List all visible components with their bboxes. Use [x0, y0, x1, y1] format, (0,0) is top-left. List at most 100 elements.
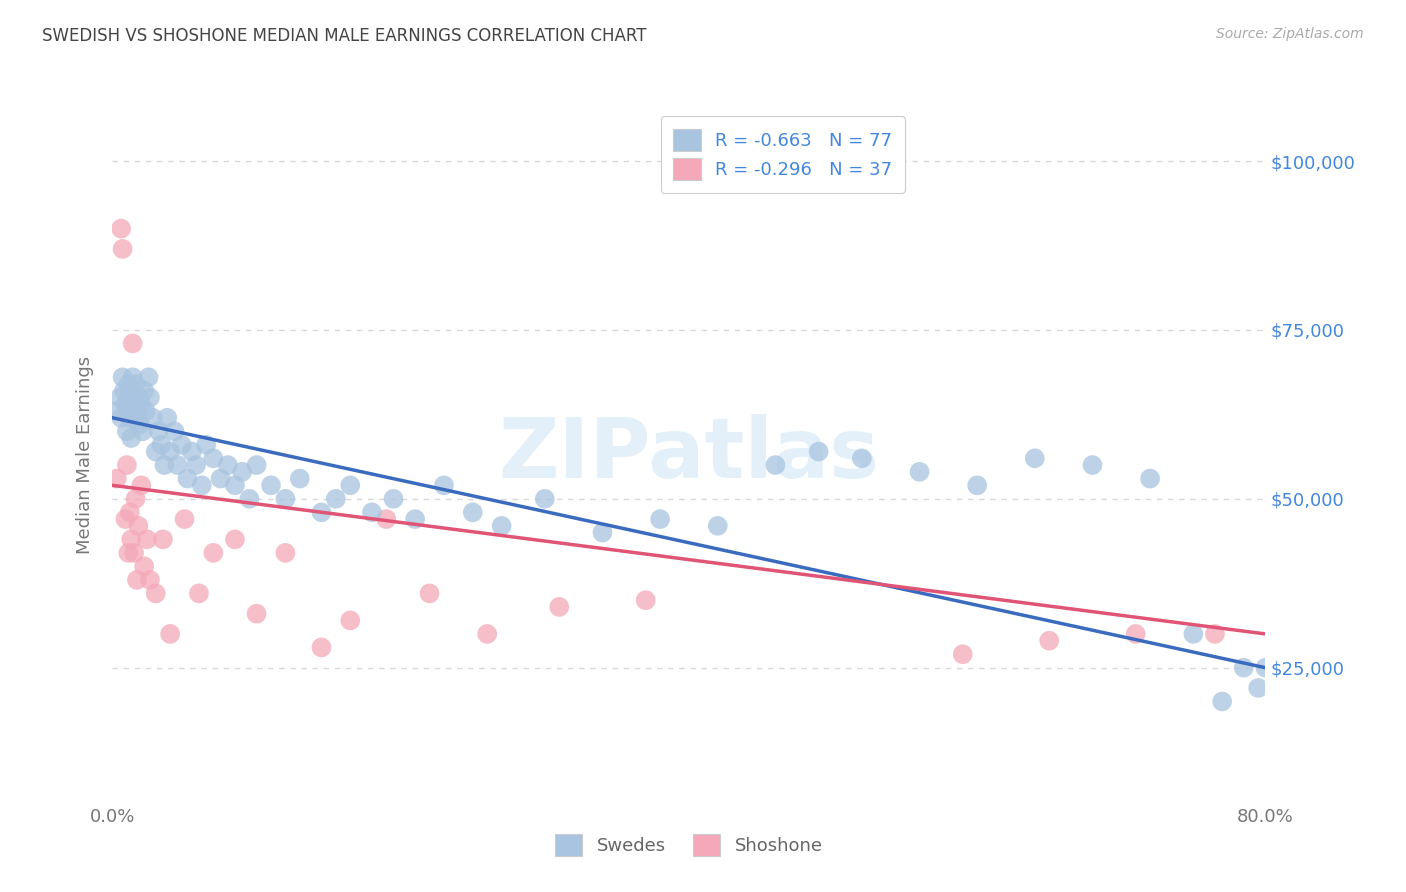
- Point: [111, 370, 134, 384]
- Point: [110, 410, 132, 425]
- Point: [114, 397, 136, 411]
- Point: [120, 384, 142, 398]
- Point: [851, 451, 873, 466]
- Point: [382, 491, 405, 506]
- Point: [1247, 681, 1270, 695]
- Point: [339, 614, 361, 628]
- Point: [1024, 451, 1046, 466]
- Point: [238, 491, 260, 506]
- Point: [360, 505, 382, 519]
- Point: [145, 444, 167, 458]
- Point: [1038, 633, 1060, 648]
- Point: [184, 458, 207, 472]
- Point: [115, 424, 138, 438]
- Point: [170, 438, 193, 452]
- Point: [224, 533, 246, 547]
- Point: [118, 391, 141, 405]
- Point: [117, 376, 139, 391]
- Point: [139, 573, 162, 587]
- Point: [153, 458, 176, 472]
- Point: [908, 465, 931, 479]
- Point: [202, 546, 225, 560]
- Point: [231, 465, 253, 479]
- Point: [127, 519, 149, 533]
- Legend: Swedes, Shoshone: Swedes, Shoshone: [548, 827, 830, 863]
- Point: [706, 519, 728, 533]
- Point: [122, 397, 145, 411]
- Point: [1139, 472, 1161, 486]
- Point: [105, 404, 128, 418]
- Point: [245, 458, 267, 472]
- Point: [461, 505, 484, 519]
- Point: [491, 519, 513, 533]
- Point: [288, 472, 311, 486]
- Point: [188, 586, 211, 600]
- Point: [121, 370, 143, 384]
- Point: [224, 478, 246, 492]
- Point: [127, 391, 149, 405]
- Point: [150, 438, 173, 452]
- Point: [1125, 627, 1147, 641]
- Point: [121, 336, 143, 351]
- Point: [245, 607, 267, 621]
- Point: [592, 525, 614, 540]
- Point: [152, 533, 174, 547]
- Point: [108, 391, 131, 405]
- Point: [115, 458, 138, 472]
- Point: [1182, 627, 1205, 641]
- Point: [136, 533, 159, 547]
- Point: [105, 472, 128, 486]
- Point: [180, 444, 202, 458]
- Point: [807, 444, 830, 458]
- Point: [129, 478, 153, 492]
- Point: [419, 586, 441, 600]
- Point: [176, 472, 198, 486]
- Point: [148, 424, 170, 438]
- Point: [433, 478, 456, 492]
- Point: [124, 491, 146, 506]
- Text: SWEDISH VS SHOSHONE MEDIAN MALE EARNINGS CORRELATION CHART: SWEDISH VS SHOSHONE MEDIAN MALE EARNINGS…: [42, 27, 647, 45]
- Point: [195, 438, 218, 452]
- Point: [966, 478, 988, 492]
- Point: [114, 512, 136, 526]
- Point: [191, 478, 214, 492]
- Point: [404, 512, 426, 526]
- Point: [134, 559, 156, 574]
- Point: [124, 376, 146, 391]
- Point: [1211, 694, 1233, 708]
- Point: [112, 384, 135, 398]
- Point: [533, 491, 555, 506]
- Point: [375, 512, 398, 526]
- Point: [145, 586, 167, 600]
- Point: [125, 573, 148, 587]
- Point: [134, 384, 156, 398]
- Point: [475, 627, 498, 641]
- Point: [339, 478, 361, 492]
- Text: ZIPatlas: ZIPatlas: [499, 415, 879, 495]
- Point: [217, 458, 239, 472]
- Point: [118, 505, 141, 519]
- Point: [274, 491, 297, 506]
- Point: [117, 404, 139, 418]
- Point: [156, 410, 179, 425]
- Point: [1204, 627, 1226, 641]
- Point: [135, 404, 157, 418]
- Point: [1081, 458, 1104, 472]
- Point: [122, 546, 145, 560]
- Point: [173, 512, 195, 526]
- Point: [209, 472, 232, 486]
- Point: [138, 370, 160, 384]
- Y-axis label: Median Male Earnings: Median Male Earnings: [76, 356, 94, 554]
- Point: [122, 410, 145, 425]
- Point: [311, 640, 333, 655]
- Point: [202, 451, 225, 466]
- Point: [765, 458, 787, 472]
- Point: [260, 478, 283, 492]
- Point: [311, 505, 333, 519]
- Point: [111, 242, 134, 256]
- Point: [117, 546, 139, 560]
- Text: Source: ZipAtlas.com: Source: ZipAtlas.com: [1216, 27, 1364, 41]
- Point: [120, 431, 142, 445]
- Point: [118, 410, 141, 425]
- Point: [120, 533, 142, 547]
